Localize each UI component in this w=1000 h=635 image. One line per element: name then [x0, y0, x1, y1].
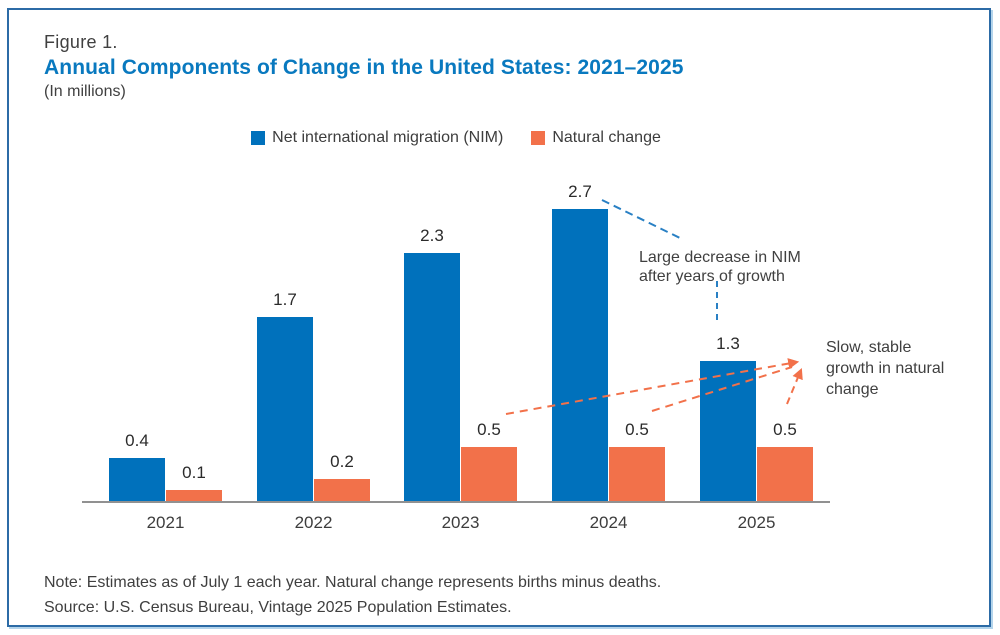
x-axis-label-2021: 2021: [146, 513, 185, 532]
x-axis-label-2023: 2023: [441, 513, 480, 532]
bar-value-label-natural-2024: 0.5: [625, 420, 649, 439]
x-axis-label-2025: 2025: [737, 513, 776, 532]
source-text: Source: U.S. Census Bureau, Vintage 2025…: [44, 599, 512, 616]
bar-chart: 0.4 0.1 2021 1.7 0.2 2022 2.3 0.5 2023 2.7 0.5 2024…: [82, 160, 830, 532]
figure-frame: Figure 1. Annual Components of Change in…: [7, 8, 991, 627]
legend-label-natural-change: Natural change: [552, 129, 661, 146]
bar-value-label-nim-2024: 2.7: [568, 182, 592, 201]
bar-natural-2023: [461, 447, 517, 501]
x-axis-label-2022: 2022: [294, 513, 333, 532]
bar-value-label-nim-2021: 0.4: [125, 431, 149, 450]
figure-header: Figure 1. Annual Components of Change in…: [44, 32, 684, 101]
legend-item-nim: Net international migration (NIM): [251, 129, 503, 147]
figure-footer: Note: Estimates as of July 1 each year. …: [44, 570, 661, 620]
figure-subtitle: (In millions): [44, 83, 126, 100]
figure-title: Annual Components of Change in the Unite…: [44, 56, 684, 79]
chart-legend: Net international migration (NIM) Natura…: [82, 129, 830, 147]
natural-change-swatch-icon: [531, 131, 546, 145]
bar-nim-2023: [404, 253, 460, 501]
legend-label-nim: Net international migration (NIM): [272, 129, 504, 146]
nim-swatch-icon: [251, 131, 266, 145]
note-text: Note: Estimates as of July 1 each year. …: [44, 574, 662, 591]
bar-natural-2025: [757, 447, 813, 501]
x-axis-label-2024: 2024: [589, 513, 628, 532]
bar-natural-2022: [314, 479, 370, 501]
bar-natural-2021: [166, 490, 222, 501]
bar-nim-2022: [257, 317, 313, 501]
bar-value-label-nim-2025: 1.3: [716, 334, 740, 353]
bar-nim-2021: [109, 458, 165, 501]
figure-number: Figure 1.: [44, 32, 118, 52]
bar-nim-2024: [552, 209, 608, 501]
annotation-natural-growth: Slow, stable growth in natural change: [826, 339, 945, 398]
legend-item-natural-change: Natural change: [531, 129, 661, 147]
annotation-nim-decrease: Large decrease in NIM after years of gro…: [639, 249, 801, 285]
bar-value-label-natural-2023: 0.5: [477, 420, 501, 439]
bar-value-label-natural-2021: 0.1: [182, 463, 206, 482]
bar-value-label-nim-2023: 2.3: [420, 226, 444, 245]
bar-natural-2024: [609, 447, 665, 501]
bar-value-label-natural-2025: 0.5: [773, 420, 797, 439]
bar-value-label-natural-2022: 0.2: [330, 452, 354, 471]
bar-value-label-nim-2022: 1.7: [273, 290, 297, 309]
